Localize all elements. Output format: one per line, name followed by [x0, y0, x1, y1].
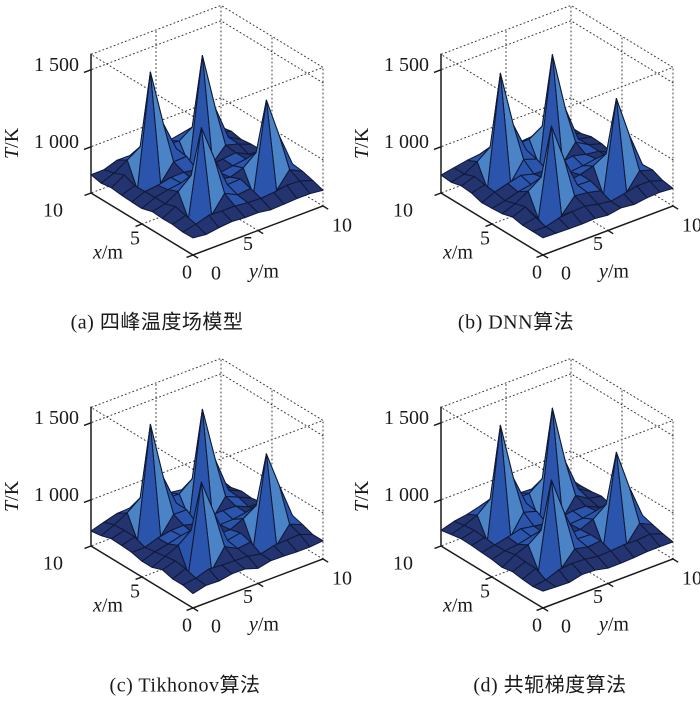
- y-tick-label: 5: [243, 586, 253, 608]
- x-axis-label: x/m: [92, 242, 123, 264]
- x-tick-label: 10: [43, 200, 63, 222]
- z-tick: [433, 421, 442, 427]
- y-axis-label: y/m: [247, 261, 279, 283]
- x-tick-label: 5: [130, 581, 140, 603]
- x-tick: [186, 607, 194, 612]
- y-tick: [672, 205, 679, 210]
- y-tick-label: 5: [243, 233, 253, 255]
- x-tick-label: 0: [182, 615, 192, 637]
- x-tick: [434, 192, 442, 197]
- x-tick-label: 0: [532, 262, 542, 284]
- z-axis-label: T/K: [1, 127, 23, 159]
- z-axis-label: T/K: [351, 480, 373, 512]
- y-tick-label: 10: [682, 215, 700, 237]
- plot-caption-b: (b) DNN算法: [457, 311, 575, 334]
- z-tick-label: 1 000: [34, 484, 79, 506]
- z-tick: [83, 68, 92, 74]
- x-tick-label: 10: [393, 553, 413, 575]
- x-tick: [84, 192, 92, 197]
- plot-caption-d: (d) 共轭梯度算法: [473, 674, 627, 697]
- x-tick: [485, 223, 493, 228]
- surface-mesh: [90, 408, 324, 595]
- y-tick: [322, 205, 329, 210]
- x-tick-label: 5: [480, 581, 490, 603]
- x-tick: [536, 254, 544, 259]
- surface-face: [532, 579, 557, 592]
- y-tick: [672, 558, 679, 563]
- z-tick: [83, 145, 92, 151]
- y-tick-label: 5: [593, 233, 603, 255]
- plot-caption-c: (c) Tikhonov算法: [109, 674, 261, 697]
- z-tick-label: 1 500: [384, 407, 429, 429]
- x-tick-label: 5: [130, 228, 140, 250]
- y-tick: [257, 582, 264, 588]
- z-tick: [83, 421, 92, 427]
- y-tick-label: 0: [561, 616, 571, 638]
- z-tick: [433, 68, 442, 74]
- x-tick-label: 10: [43, 553, 63, 575]
- y-tick: [607, 229, 614, 235]
- y-tick-label: 0: [561, 263, 571, 285]
- x-tick: [434, 545, 442, 550]
- x-tick: [84, 545, 92, 550]
- z-tick: [433, 145, 442, 151]
- z-tick: [433, 498, 442, 504]
- z-tick-label: 1 500: [384, 54, 429, 76]
- y-tick: [192, 254, 199, 259]
- y-tick: [542, 254, 549, 259]
- z-tick: [83, 498, 92, 504]
- surface-mesh: [440, 54, 674, 239]
- y-tick-label: 10: [682, 568, 700, 590]
- z-tick-label: 1 000: [384, 131, 429, 153]
- x-axis-label: x/m: [442, 242, 473, 264]
- x-tick-label: 10: [393, 200, 413, 222]
- y-axis-label: y/m: [597, 614, 629, 636]
- x-tick: [186, 254, 194, 259]
- surface-face: [182, 223, 207, 239]
- y-axis-label: y/m: [597, 261, 629, 283]
- y-tick: [542, 607, 549, 612]
- y-tick: [192, 607, 199, 612]
- plot-caption-a: (a) 四峰温度场模型: [70, 311, 244, 334]
- z-tick-label: 1 000: [384, 484, 429, 506]
- y-tick-label: 5: [593, 586, 603, 608]
- z-axis-label: T/K: [351, 127, 373, 159]
- surface-face: [532, 226, 557, 239]
- y-tick-label: 0: [211, 263, 221, 285]
- x-tick: [536, 607, 544, 612]
- x-tick: [135, 576, 143, 581]
- y-tick-label: 10: [332, 215, 352, 237]
- x-tick: [135, 223, 143, 228]
- z-tick-label: 1 500: [34, 54, 79, 76]
- z-tick-label: 1 500: [34, 407, 79, 429]
- surface-mesh: [90, 55, 324, 239]
- y-tick-label: 10: [332, 568, 352, 590]
- z-axis-label: T/K: [1, 480, 23, 512]
- surface-mesh: [440, 407, 674, 592]
- y-tick: [257, 229, 264, 235]
- x-axis-label: x/m: [442, 595, 473, 617]
- y-axis-label: y/m: [247, 614, 279, 636]
- y-tick: [607, 582, 614, 588]
- x-tick-label: 0: [532, 615, 542, 637]
- z-tick-label: 1 000: [34, 131, 79, 153]
- x-tick-label: 0: [182, 262, 192, 284]
- x-axis-label: x/m: [92, 595, 123, 617]
- x-tick: [485, 576, 493, 581]
- y-tick: [322, 558, 329, 563]
- x-tick-label: 5: [480, 228, 490, 250]
- y-tick-label: 0: [211, 616, 221, 638]
- surface-face: [182, 577, 207, 595]
